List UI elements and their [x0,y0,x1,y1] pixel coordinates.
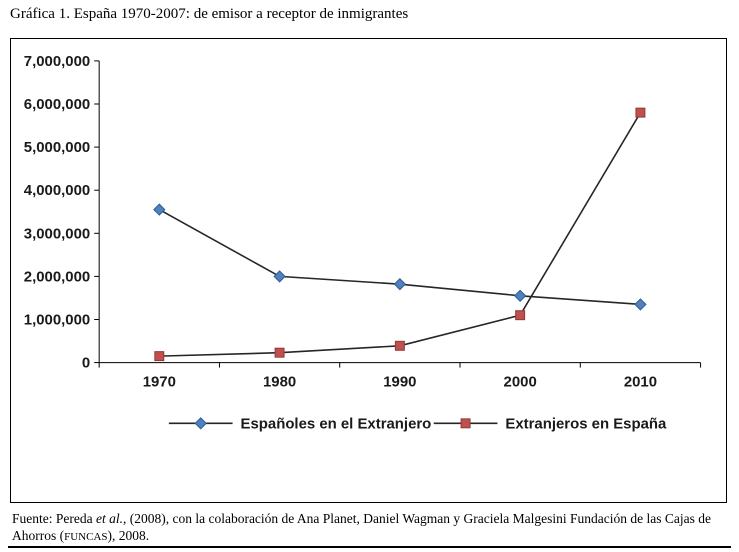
diamond-marker [273,270,286,283]
chart-frame: 0 1,000,000 2,000,000 3,000,000 4,000,000 5,0… [10,38,727,503]
legend-label: Españoles en el Extranjero [241,415,432,432]
series-extranjeros-espana [154,107,646,362]
y-tick-label: 7,000,000 [24,53,90,70]
square-marker [154,351,165,362]
y-tick-label: 3,000,000 [24,225,90,242]
diamond-marker [194,417,207,430]
y-tick-label: 5,000,000 [24,139,90,156]
legend-label: Extranjeros en España [505,415,667,432]
legend-item: Extranjeros en España [433,415,667,432]
diamond-marker [153,203,166,216]
square-marker [635,107,646,118]
square-marker [394,340,405,351]
figure-title: Gráfica 1. España 1970-2007: de emisor a… [10,6,409,22]
bottom-rule [8,546,731,548]
y-tick-label: 6,000,000 [24,96,90,113]
square-marker [460,418,471,429]
source-middle: , (2008), con la colaboración de Ana Pla… [12,511,711,544]
diamond-marker [634,298,647,311]
x-tick-label: 1970 [143,373,176,390]
source-note: Fuente: Pereda et al., (2008), con la co… [12,510,726,545]
source-etal: et al. [95,511,123,526]
square-marker [515,310,526,321]
legend-item: Españoles en el Extranjero [168,415,432,432]
square-marker [274,347,285,358]
x-tick-label: 1990 [383,373,416,390]
x-tick-label: 2000 [504,373,537,390]
source-prefix: Fuente: Pereda [12,511,96,526]
diamond-marker [393,277,407,291]
x-tick-label: 1980 [263,373,296,390]
diamond-marker [513,289,527,302]
y-tick-label: 0 [82,355,90,372]
series-espanoles-extranjero [153,203,647,311]
y-tick-label: 4,000,000 [24,182,90,199]
source-funcas: FUNCAS [64,531,108,544]
y-tick-label: 2,000,000 [24,268,90,285]
line-chart: 0 1,000,000 2,000,000 3,000,000 4,000,000 5,0… [24,53,702,432]
x-tick-label: 2010 [624,373,657,390]
y-tick-label: 1,000,000 [24,311,90,328]
source-suffix: ), 2008. [107,528,150,544]
axes [94,60,702,368]
